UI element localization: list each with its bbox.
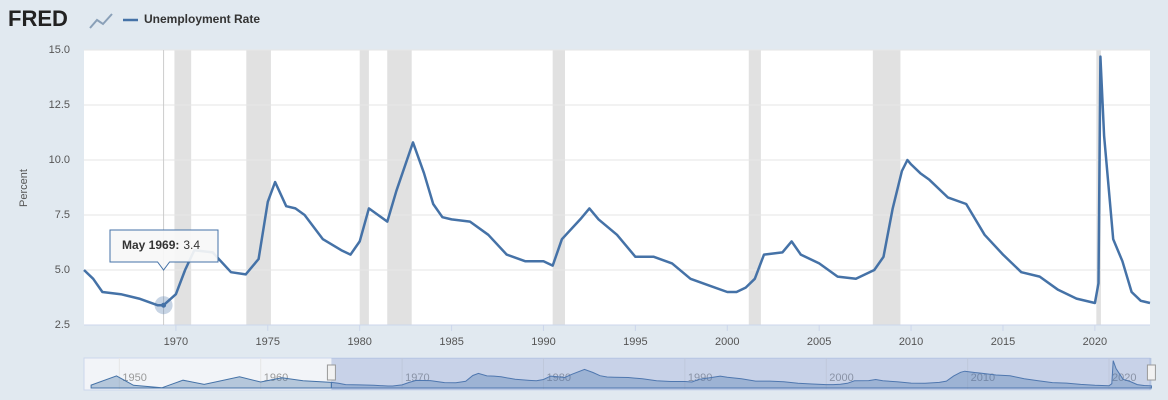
y-tick-label: 2.5 [55, 319, 70, 331]
navigator-selection[interactable] [331, 358, 1152, 390]
navigator-tick-label: 1960 [264, 372, 288, 384]
x-tick-label: 1975 [256, 336, 280, 348]
tooltip-value: 3.4 [183, 238, 200, 252]
x-tick-label: 1985 [439, 336, 463, 348]
y-axis-label: Percent [18, 169, 30, 207]
legend-label[interactable]: Unemployment Rate [144, 12, 260, 26]
y-tick-label: 12.5 [49, 99, 70, 111]
x-tick-label: 2005 [807, 336, 831, 348]
tooltip-box [109, 229, 219, 271]
x-tick-label: 2020 [1083, 336, 1107, 348]
plot-area [84, 50, 1150, 325]
tooltip-label: May 1969: [122, 238, 179, 252]
recession-band [359, 50, 369, 325]
navigator-tick-label: 2000 [829, 372, 853, 384]
navigator-area [330, 360, 1152, 389]
navigator-tick-label: 2020 [1112, 372, 1136, 384]
navigator-handle[interactable] [1146, 364, 1156, 381]
x-tick-label: 1970 [164, 336, 188, 348]
logo: FRED [8, 6, 68, 31]
hover-dot [161, 302, 167, 308]
x-tick-label: 1995 [623, 336, 647, 348]
recession-band [748, 50, 761, 325]
y-tick-label: 10.0 [49, 154, 70, 166]
logo-icon [89, 13, 113, 29]
x-tick-label: 1980 [347, 336, 371, 348]
y-tick-label: 7.5 [55, 209, 70, 221]
y-tick-label: 15.0 [49, 44, 70, 56]
x-tick-label: 2015 [991, 336, 1015, 348]
x-tick-label: 1990 [531, 336, 555, 348]
recession-band [246, 50, 271, 325]
x-tick-label: 2000 [715, 336, 739, 348]
navigator-tick-label: 1950 [122, 372, 146, 384]
recession-band [552, 50, 565, 325]
series-line [83, 55, 1151, 307]
recession-band [174, 50, 192, 325]
navigator-tick-label: 1980 [546, 372, 570, 384]
navigator-tick-label: 2010 [971, 372, 995, 384]
recession-band [872, 50, 901, 325]
navigator-handle[interactable] [326, 364, 336, 381]
recession-band [387, 50, 412, 325]
x-tick-label: 2010 [899, 336, 923, 348]
y-tick-label: 5.0 [55, 264, 70, 276]
